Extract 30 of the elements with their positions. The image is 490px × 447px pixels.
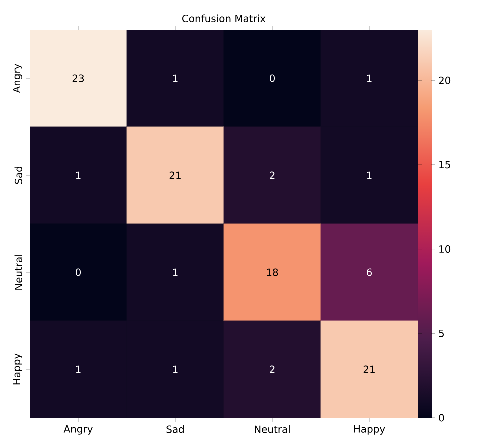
chart-title: Confusion Matrix	[182, 14, 266, 23]
color-bar-label: 0	[439, 414, 444, 422]
data-label: 23	[72, 74, 84, 82]
data-label: 1	[173, 268, 178, 276]
data-label: 1	[76, 172, 81, 180]
y-tick-label: Sad	[14, 167, 22, 184]
x-tick-label: Neutral	[255, 426, 290, 434]
color-bar-label: 15	[440, 161, 450, 169]
data-label: 2	[270, 366, 275, 374]
data-label: 18	[267, 268, 278, 276]
x-tick-label: Happy	[354, 426, 386, 435]
data-label: 1	[76, 366, 81, 374]
data-label: 21	[364, 366, 375, 374]
color-bar-label: 5	[439, 330, 444, 338]
data-label: 1	[173, 74, 178, 82]
data-label: 0	[270, 74, 276, 82]
data-label: 1	[173, 366, 178, 374]
x-tick-label: Angry	[64, 426, 93, 435]
color-bar-label: 10	[440, 246, 451, 254]
y-tick-label: Neutral	[14, 255, 22, 290]
data-label: 2	[270, 172, 275, 180]
data-label: 0	[76, 268, 82, 276]
data-label: 21	[170, 172, 181, 180]
data-label: 1	[367, 74, 372, 82]
x-tick-label: Sad	[166, 426, 184, 434]
y-tick-label: Happy	[13, 354, 22, 385]
y-tick-label: Angry	[13, 64, 22, 94]
data-label: 1	[367, 172, 372, 180]
color-bar-label: 20	[439, 76, 451, 84]
data-label: 6	[367, 268, 372, 276]
